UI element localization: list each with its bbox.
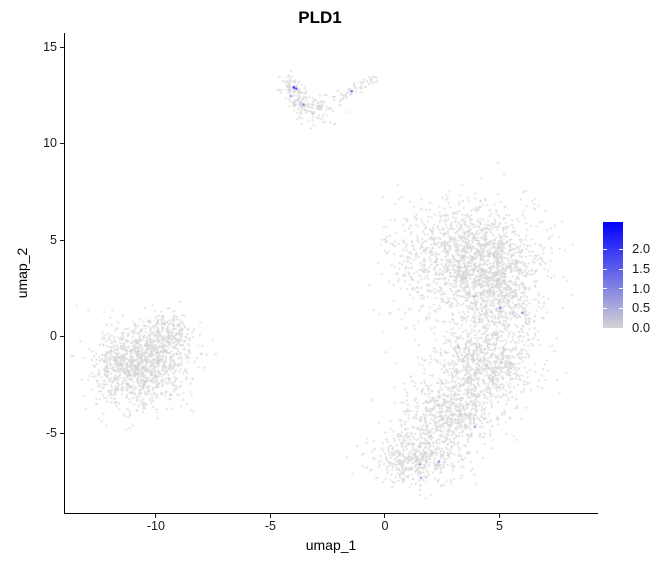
y-tick-label: 5 xyxy=(50,232,57,247)
y-tick-label: -5 xyxy=(45,425,57,440)
colorbar-tick-label: 1.0 xyxy=(632,280,651,296)
colorbar-tick xyxy=(619,307,623,309)
colorbar-tick xyxy=(619,248,623,250)
plot-title: PLD1 xyxy=(298,8,342,27)
colorbar-gradient xyxy=(603,222,623,328)
colorbar-tick xyxy=(603,288,607,290)
y-tick-mark xyxy=(60,143,64,145)
x-tick-mark xyxy=(384,514,386,518)
colorbar-tick-label: 0.5 xyxy=(632,300,651,316)
x-axis-title: umap_1 xyxy=(305,537,357,553)
y-axis-line xyxy=(64,33,65,514)
colorbar-tick xyxy=(619,327,623,329)
y-tick-label: 10 xyxy=(43,136,57,151)
x-axis-line xyxy=(64,513,598,514)
scatter-canvas xyxy=(65,33,597,513)
x-tick-label: -5 xyxy=(264,519,276,533)
colorbar-tick xyxy=(619,268,623,270)
y-tick-mark xyxy=(60,46,64,48)
y-tick-mark xyxy=(60,432,64,434)
colorbar-tick xyxy=(603,268,607,270)
colorbar-tick xyxy=(603,327,607,329)
x-tick-label: -10 xyxy=(146,519,165,533)
x-tick-mark xyxy=(498,514,500,518)
x-tick-label: 0 xyxy=(381,519,389,533)
colorbar-tick-label: 0.0 xyxy=(632,320,651,335)
y-tick-label: 15 xyxy=(43,39,57,54)
x-tick-mark xyxy=(155,514,157,518)
x-tick-label: 5 xyxy=(495,519,503,533)
y-axis-title: umap_2 xyxy=(14,247,30,299)
colorbar-tick xyxy=(619,288,623,290)
y-tick-mark xyxy=(60,336,64,338)
colorbar-tick xyxy=(603,248,607,250)
y-tick-label: 0 xyxy=(50,329,57,344)
x-tick-mark xyxy=(269,514,271,518)
colorbar-tick-label: 2.0 xyxy=(632,241,651,257)
colorbar-tick-label: 1.5 xyxy=(632,261,651,277)
colorbar-tick xyxy=(603,307,607,309)
y-tick-mark xyxy=(60,239,64,241)
